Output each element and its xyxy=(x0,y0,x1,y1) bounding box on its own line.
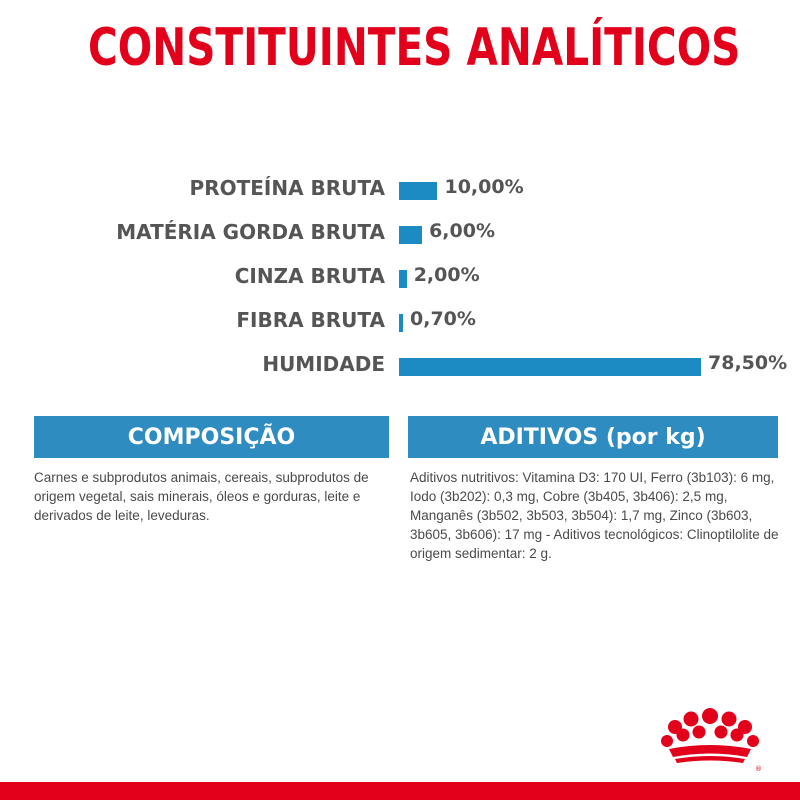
chart-row: FIBRA BRUTA 0,70% xyxy=(0,302,800,346)
composition-heading: COMPOSIÇÃO xyxy=(34,416,389,458)
tick-label-fibre: FIBRA BRUTA xyxy=(236,308,385,332)
data-label-ash: 2,00% xyxy=(413,264,480,286)
tick-label-ash: CINZA BRUTA xyxy=(234,264,385,288)
tick-label-fat: MATÉRIA GORDA BRUTA xyxy=(116,220,385,244)
bar-moisture xyxy=(399,358,701,376)
bar-fat xyxy=(399,226,423,244)
chart-row: HUMIDADE 78,50% xyxy=(0,346,800,390)
composition-text: Carnes e subprodutos animais, cereais, s… xyxy=(34,470,369,523)
bar-ash xyxy=(399,270,407,288)
page-title: CONSTITUINTES ANALÍTICOS xyxy=(88,18,741,78)
additives-heading-text: ADITIVOS (por kg) xyxy=(480,424,706,450)
data-label-fat: 6,00% xyxy=(429,220,495,242)
data-label-moisture: 78,50% xyxy=(708,352,788,374)
footer-red-stripe xyxy=(0,782,800,800)
chart-row: PROTEÍNA BRUTA 10,00% xyxy=(0,170,800,214)
nutrient-bar-chart: PROTEÍNA BRUTA 10,00% MATÉRIA GORDA BRUT… xyxy=(0,170,800,390)
bar-protein xyxy=(399,182,438,200)
data-label-fibre: 0,70% xyxy=(410,308,476,330)
royal-canin-crown-logo: ® xyxy=(661,708,762,773)
chart-row: MATÉRIA GORDA BRUTA 6,00% xyxy=(0,214,800,258)
tick-label-protein: PROTEÍNA BRUTA xyxy=(189,176,385,200)
svg-text:®: ® xyxy=(755,765,762,773)
data-label-protein: 10,00% xyxy=(444,176,524,198)
tick-label-moisture: HUMIDADE xyxy=(262,352,385,376)
additives-heading: ADITIVOS (por kg) xyxy=(408,416,778,458)
composition-heading-text: COMPOSIÇÃO xyxy=(127,424,296,450)
bar-fibre xyxy=(399,314,403,332)
additives-text: Aditivos nutritivos: Vitamina D3: 170 UI… xyxy=(410,470,779,561)
chart-row: CINZA BRUTA 2,00% xyxy=(0,258,800,302)
